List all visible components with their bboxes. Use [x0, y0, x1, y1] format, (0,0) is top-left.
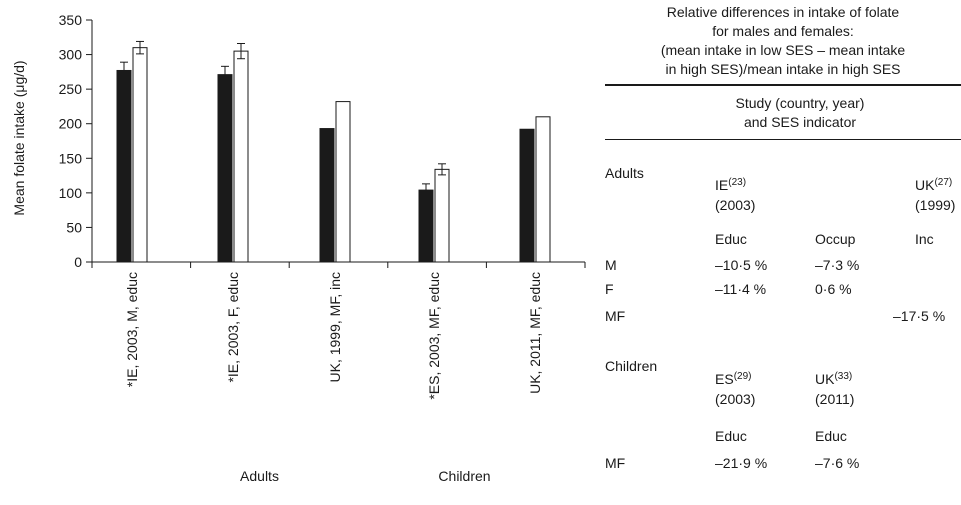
cell-m-educ: –10·5 % — [715, 257, 768, 273]
adults-section-label: Adults — [605, 165, 644, 181]
group-label: Children — [438, 468, 490, 484]
study-ref: (23) — [728, 177, 747, 188]
folate-bar-chart: 0 50 100 150 200 250 300 350 *IE, 2003, M, educ… — [11, 12, 586, 484]
x-tick-labels: *IE, 2003, M, educ *IE, 2003, F, educ UK, … — [124, 272, 543, 400]
bar-light — [233, 50, 249, 263]
table-title-line: in high SES)/mean intake in high SES — [665, 61, 901, 77]
cell-mf-inc: –17·5 % — [893, 308, 946, 324]
indicator-occup: Occup — [815, 231, 856, 247]
table-header-rule — [605, 139, 961, 140]
y-tick-label: 0 — [74, 254, 82, 270]
y-tick-label: 250 — [59, 81, 83, 97]
bar-light — [434, 168, 450, 263]
table-title-line: (mean intake in low SES – mean intake — [660, 42, 906, 58]
study-code: IE — [715, 177, 729, 193]
study-year: (1999) — [915, 197, 956, 213]
table-title: Relative differences in intake of folate… — [605, 3, 961, 79]
y-tick-label: 50 — [66, 219, 82, 235]
y-tick-label: 200 — [59, 116, 83, 132]
table-title-line: Relative differences in intake of folate — [666, 4, 900, 20]
row-label-f: F — [605, 281, 614, 297]
bars — [116, 47, 551, 263]
bar-light — [132, 47, 148, 263]
study-uk-2011: UK(33) (2011) — [815, 367, 854, 409]
group-label: Adults — [240, 468, 279, 484]
study-code: UK — [815, 371, 835, 387]
x-tick-label: UK, 1999, MF, inc — [327, 272, 343, 383]
y-axis: 0 50 100 150 200 250 300 350 — [59, 12, 93, 270]
row-label-m: M — [605, 257, 617, 273]
relative-differences-table: Relative differences in intake of folate… — [605, 0, 961, 505]
indicator-educ: Educ — [715, 231, 747, 247]
bar-dark — [116, 69, 132, 263]
cell-children-mf-1: –21·9 % — [715, 455, 768, 471]
y-tick-label: 300 — [59, 47, 83, 63]
study-es-2003: ES(29) (2003) — [715, 367, 755, 409]
bar-light — [335, 101, 351, 263]
x-tick-label: *IE, 2003, F, educ — [225, 272, 241, 383]
cell-children-mf-2: –7·6 % — [815, 455, 860, 471]
row-label-children-mf: MF — [605, 455, 626, 471]
study-year: (2011) — [815, 391, 855, 407]
study-uk-1999: UK(27) (1999) — [915, 173, 955, 215]
x-tick-label: *IE, 2003, M, educ — [124, 272, 140, 387]
study-year: (2003) — [715, 391, 756, 407]
study-year: (2003) — [715, 197, 756, 213]
indicator-educ-children-1: Educ — [715, 428, 747, 444]
y-tick-label: 350 — [59, 12, 83, 28]
x-tick-label: UK, 2011, MF, educ — [527, 272, 543, 394]
study-code: UK — [915, 177, 935, 193]
bar-dark — [418, 189, 434, 263]
error-bars — [120, 40, 446, 197]
indicator-educ-children-2: Educ — [815, 428, 847, 444]
x-axis — [91, 261, 586, 268]
table-header-line: and SES indicator — [743, 114, 857, 130]
table-column-header: Study (country, year) and SES indicator — [655, 94, 945, 132]
y-tick-label: 100 — [59, 185, 83, 201]
x-tick-label: *ES, 2003, MF, educ — [426, 272, 442, 400]
study-ref: (33) — [834, 371, 853, 382]
study-ie-2003: IE(23) (2003) — [715, 173, 755, 215]
bar-light — [535, 116, 551, 263]
group-labels: Adults Children — [240, 468, 491, 484]
study-ref: (29) — [733, 371, 752, 382]
bar-dark — [217, 74, 233, 263]
cell-m-occup: –7·3 % — [815, 257, 860, 273]
cell-f-educ: –11·4 % — [715, 281, 767, 297]
table-header-line: Study (country, year) — [735, 95, 865, 111]
bar-dark — [519, 128, 535, 263]
table-title-line: for males and females: — [712, 23, 854, 39]
study-ref: (27) — [934, 177, 953, 188]
cell-f-occup: 0·6 % — [815, 281, 852, 297]
row-label-mf: MF — [605, 308, 626, 324]
study-code: ES — [715, 371, 734, 387]
y-tick-label: 150 — [59, 150, 83, 166]
y-axis-label: Mean folate intake (μg/d) — [11, 60, 27, 215]
children-section-label: Children — [605, 358, 658, 374]
bar-dark — [319, 128, 335, 263]
indicator-inc: Inc — [915, 231, 934, 247]
table-top-rule — [605, 84, 961, 86]
